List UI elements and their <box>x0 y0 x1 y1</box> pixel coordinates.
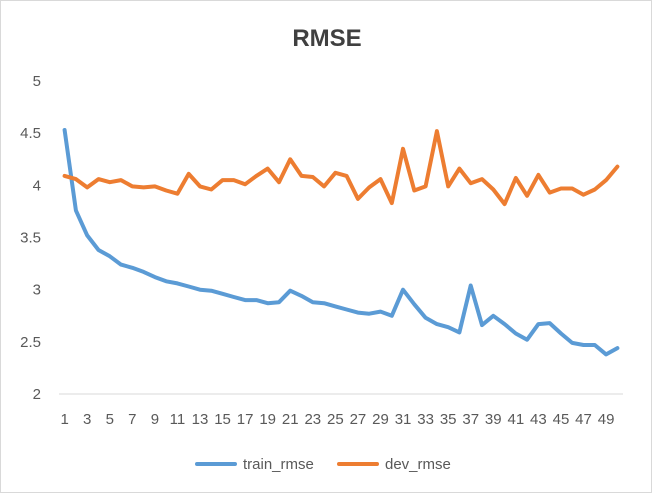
legend-label: dev_rmse <box>385 456 451 473</box>
x-tick-label: 17 <box>237 411 254 428</box>
x-tick-label: 23 <box>304 411 321 428</box>
chart-title: RMSE <box>292 25 361 52</box>
x-tick-label: 11 <box>170 411 186 428</box>
legend: train_rmse dev_rmse <box>195 456 451 473</box>
y-tick-label: 3 <box>33 282 41 299</box>
x-tick-label: 39 <box>485 411 502 428</box>
x-tick-label: 47 <box>575 411 592 428</box>
x-tick-label: 19 <box>259 411 276 428</box>
x-tick-label: 13 <box>192 411 209 428</box>
series-line-dev-rmse <box>62 129 620 207</box>
y-axis: 2 2.5 3 3.5 4 4.5 5 <box>20 73 41 403</box>
x-tick-label: 1 <box>60 411 68 428</box>
x-tick-label: 21 <box>282 411 299 428</box>
series-layer <box>62 128 620 357</box>
legend-label: train_rmse <box>243 456 314 473</box>
x-tick-label: 35 <box>440 411 457 428</box>
x-tick-label: 3 <box>83 411 91 428</box>
x-tick-label: 25 <box>327 411 344 428</box>
y-tick-label: 4.5 <box>20 125 41 142</box>
x-tick-label: 5 <box>106 411 114 428</box>
x-tick-label: 37 <box>462 411 479 428</box>
y-tick-label: 4 <box>33 177 41 194</box>
x-axis: 1 3 5 7 9 11 13 15 17 19 21 23 25 27 29 31 33 35 37 39 41 43 4… <box>60 411 614 428</box>
x-tick-label: 43 <box>530 411 547 428</box>
x-tick-label: 27 <box>350 411 367 428</box>
x-tick-label: 9 <box>151 411 159 428</box>
y-tick-label: 5 <box>33 73 41 90</box>
y-tick-label: 2 <box>33 386 41 403</box>
x-tick-label: 41 <box>507 411 524 428</box>
y-tick-label: 2.5 <box>20 334 41 351</box>
x-tick-label: 15 <box>214 411 231 428</box>
y-tick-label: 3.5 <box>20 230 41 247</box>
series-line-train-rmse <box>62 128 620 357</box>
x-tick-label: 29 <box>372 411 389 428</box>
x-tick-label: 33 <box>417 411 434 428</box>
x-tick-label: 49 <box>598 411 615 428</box>
x-tick-label: 45 <box>553 411 570 428</box>
x-tick-label: 7 <box>128 411 136 428</box>
x-tick-label: 31 <box>395 411 412 428</box>
